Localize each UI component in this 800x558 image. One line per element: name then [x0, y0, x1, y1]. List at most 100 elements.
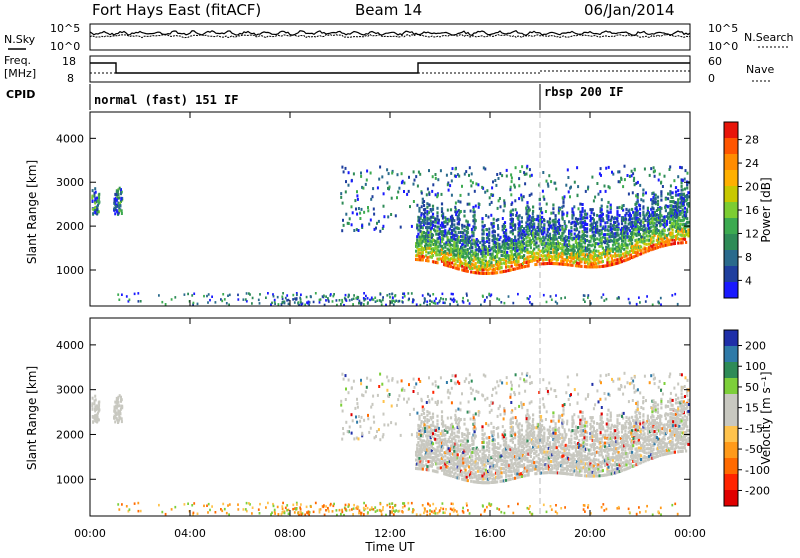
velocity-cell-1375 [575, 447, 577, 450]
power-cell-3150 [207, 301, 209, 304]
power-cell-1411 [578, 231, 580, 234]
power-cell-2109 [659, 219, 661, 222]
power-cell-2361 [459, 218, 461, 221]
power-cell-3090 [363, 292, 365, 295]
power-cell-1710 [612, 235, 614, 238]
power-cell-2845 [679, 225, 681, 228]
power-cell-2722 [527, 228, 529, 231]
power-cell-3084 [313, 301, 315, 304]
power-cell-1835 [627, 232, 629, 235]
power-cell-3116 [319, 301, 321, 304]
power-cell-2898 [94, 195, 96, 198]
power-cell-2703 [515, 166, 517, 169]
power-cell-405 [461, 262, 463, 265]
power-cell-2574 [567, 168, 569, 171]
power-cell-1670 [607, 225, 609, 228]
power-cell-2025 [650, 226, 652, 229]
power-cell-3303 [395, 300, 397, 303]
power-cell-1763 [618, 223, 620, 226]
freq-right-bottom-tick: 0 [708, 72, 715, 85]
velocity-cell-1467 [584, 443, 586, 446]
power-cell-2457 [341, 166, 343, 169]
power-cell-1923 [637, 241, 639, 244]
power-cell-2953 [92, 212, 94, 215]
freq-left-bottom-tick: 8 [67, 72, 74, 85]
power-cell-3257 [258, 299, 260, 302]
power-cell-2651 [514, 199, 516, 202]
power-cell-115 [427, 251, 429, 254]
power-cell-1593 [598, 245, 600, 248]
power-cell-2671 [401, 181, 403, 184]
velocity-cell-1411 [578, 439, 580, 442]
power-cell-2781 [379, 166, 381, 169]
power-cell-1705 [612, 255, 614, 258]
power-cell-2783 [587, 186, 589, 189]
velocity-cell-463 [467, 440, 469, 443]
power-cell-346 [454, 262, 456, 265]
power-cell-2460 [501, 174, 503, 177]
power-cell-503 [472, 234, 474, 237]
velocity-cell-1440 [582, 454, 584, 457]
power-cell-1672 [607, 215, 609, 218]
velocity-cell-302 [450, 462, 452, 465]
power-cell-2579 [606, 205, 608, 208]
power-cell-2796 [395, 214, 397, 217]
velocity-cell-653 [492, 461, 494, 464]
power-cell-72 [423, 231, 425, 234]
power-cell-2956 [91, 197, 93, 200]
power-cell-2608 [655, 197, 657, 200]
velocity-cell-1122 [546, 467, 548, 470]
velocity-cell-610 [485, 458, 487, 461]
power-cell-1092 [541, 220, 543, 223]
velocity-cell-1541 [593, 475, 595, 478]
power-cell-2696 [483, 166, 485, 169]
power-cell-2501 [413, 170, 415, 173]
power-cell-479 [469, 236, 471, 239]
power-cell-3315 [500, 301, 502, 304]
power-cell-1711 [612, 232, 614, 235]
power-cell-196 [436, 207, 438, 210]
power-cell-1704 [612, 259, 614, 262]
velocity-cell-19 [417, 441, 419, 444]
power-colorbar-swatch-9 [724, 266, 738, 283]
power-cell-2462 [644, 168, 646, 171]
power-cell-3072 [246, 292, 248, 295]
power-cell-2859 [511, 203, 513, 206]
power-cell-2735 [354, 199, 356, 202]
velocity-cell-343 [453, 432, 455, 435]
power-cell-2639 [604, 185, 606, 188]
power-cell-1159 [549, 217, 551, 220]
power-cell-3229 [456, 301, 458, 304]
power-cell-2756 [431, 190, 433, 193]
velocity-cell-183 [436, 470, 438, 473]
power-cell-1349 [571, 221, 573, 224]
power-cell-2598 [627, 174, 629, 177]
beam-title: Beam 14 [355, 1, 422, 19]
velocity-cell-798 [510, 478, 512, 481]
power-cell-3109 [629, 301, 631, 304]
velocity-cell-299 [450, 474, 452, 477]
power-cell-2866 [489, 196, 491, 199]
power-cell-2369 [442, 217, 444, 220]
power-cell-2819 [577, 194, 579, 197]
power-cell-3041 [336, 299, 338, 302]
power-cell-2815 [531, 174, 533, 177]
power-cell-500 [472, 259, 474, 262]
power-cell-1212 [555, 214, 557, 217]
power-cell-2464 [440, 169, 442, 172]
power-cell-2706 [449, 220, 451, 223]
power-cell-1248 [559, 242, 561, 245]
power-cell-1987 [645, 219, 647, 222]
power-cell-79 [423, 200, 425, 203]
power-cell-3127 [442, 302, 444, 305]
power-cell-3263 [341, 301, 343, 304]
power-cell-2763 [468, 203, 470, 206]
power-cell-525 [475, 262, 477, 265]
power-cell-3333 [227, 295, 229, 298]
power-cell-1425 [579, 203, 581, 206]
power-cell-3305 [347, 296, 349, 299]
power-cell-3110 [380, 300, 382, 303]
velocity-cell-1220 [556, 446, 558, 449]
velocity-cell-631 [488, 469, 490, 472]
power-cell-3264 [435, 302, 437, 305]
